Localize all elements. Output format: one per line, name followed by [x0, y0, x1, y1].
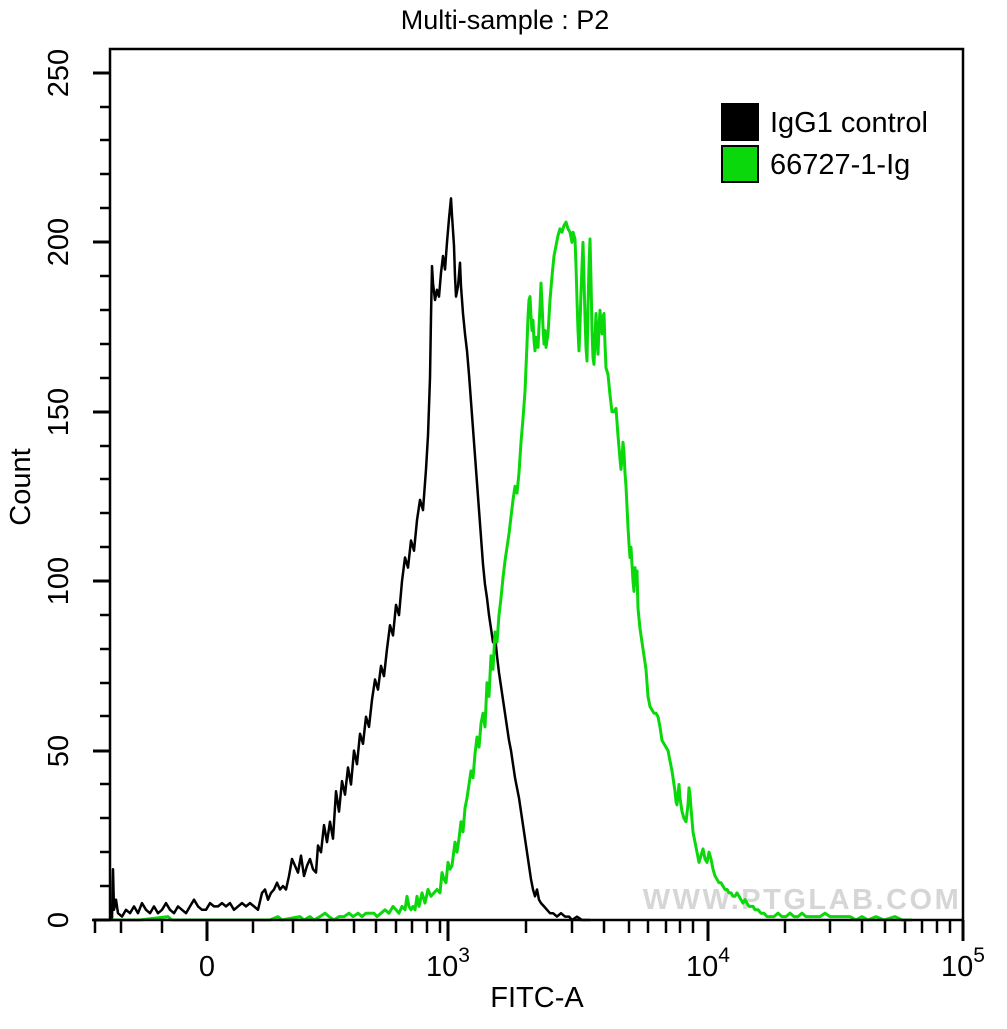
- x-tick-label: 103: [426, 944, 470, 983]
- x-tick-label: 104: [686, 944, 730, 983]
- legend-swatch-igg1: [721, 103, 759, 141]
- curve-igg1-control: [110, 197, 590, 922]
- x-tick-label: 0: [199, 951, 215, 983]
- curve-66727-1-ig: [110, 220, 912, 922]
- chart-title: Multi-sample : P2: [401, 5, 610, 35]
- y-tick-label: 200: [43, 218, 75, 266]
- plot-frame: [108, 47, 965, 922]
- legend: IgG1 control 66727-1-Ig: [721, 103, 928, 183]
- y-tick-label: 250: [43, 49, 75, 97]
- y-tick-label: 150: [43, 388, 75, 436]
- y-tick-label: 0: [43, 912, 75, 928]
- curves-layer: [110, 197, 912, 922]
- legend-label-igg1: IgG1 control: [770, 107, 928, 139]
- axis-ticks-layer: [93, 71, 965, 941]
- watermark: WWW.PTGLAB.COM: [643, 884, 962, 916]
- x-axis-label: FITC-A: [490, 982, 584, 1014]
- tick-labels-layer: 0 103 104 105 0 50 100 150 200 250: [43, 49, 985, 983]
- x-tick-label: 105: [941, 944, 985, 983]
- y-tick-label: 50: [43, 735, 75, 767]
- y-tick-label: 100: [43, 557, 75, 605]
- legend-swatch-66727: [721, 145, 759, 183]
- legend-label-66727: 66727-1-Ig: [770, 149, 910, 181]
- y-axis-label: Count: [5, 448, 37, 525]
